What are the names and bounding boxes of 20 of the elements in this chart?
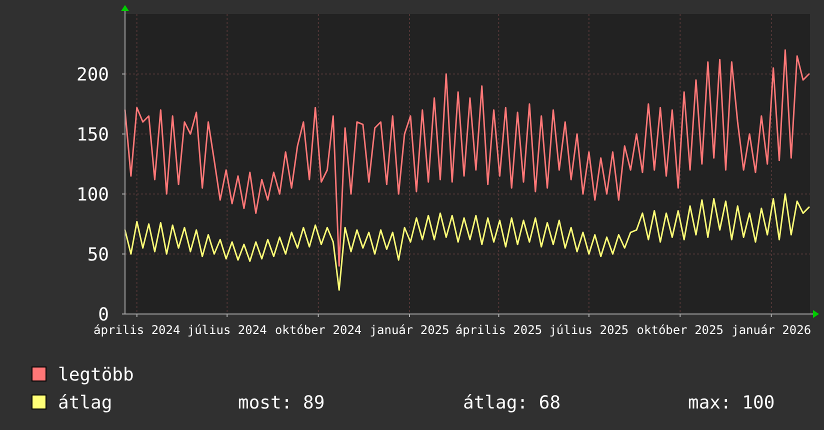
- legend-label: legtöbb: [58, 364, 134, 386]
- line-series: [124, 193, 810, 291]
- legend-label: átlag: [58, 392, 112, 414]
- x-tick-label: április 2025: [455, 323, 542, 337]
- line-series: [124, 49, 810, 267]
- text: max: 100: [688, 392, 775, 414]
- y-tick-label: 100: [76, 184, 109, 206]
- y-tick-label: 50: [87, 244, 109, 266]
- y-tick-label: 200: [76, 64, 109, 86]
- x-tick-label: január 2026: [732, 323, 812, 337]
- text: most: 89: [238, 392, 325, 414]
- x-tick-label: július 2025: [549, 323, 629, 337]
- y-tick-label: 0: [98, 304, 109, 326]
- x-tick-label: április 2024: [94, 323, 180, 337]
- text: átlag: 68: [463, 392, 561, 414]
- x-tick-label: október 2025: [636, 323, 724, 337]
- y-tick-label: 150: [76, 124, 109, 146]
- x-tick-label: január 2025: [370, 323, 450, 337]
- x-tick-label: október 2024: [274, 323, 362, 337]
- x-tick-label: július 2024: [187, 323, 267, 337]
